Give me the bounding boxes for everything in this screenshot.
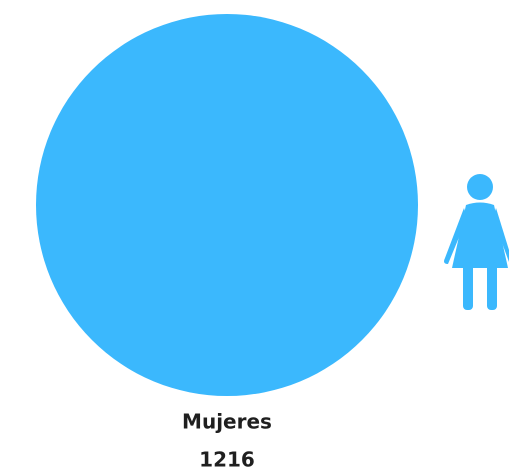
icon-arm-left — [444, 208, 467, 264]
icon-arm-right — [493, 208, 509, 262]
category-label: Mujeres — [182, 410, 272, 434]
icon-head — [467, 174, 493, 200]
value-label: 1216 — [199, 448, 255, 472]
woman-icon — [444, 174, 509, 310]
icon-leg-right — [487, 262, 497, 310]
icon-leg-left — [463, 262, 473, 310]
bubble — [36, 14, 418, 396]
